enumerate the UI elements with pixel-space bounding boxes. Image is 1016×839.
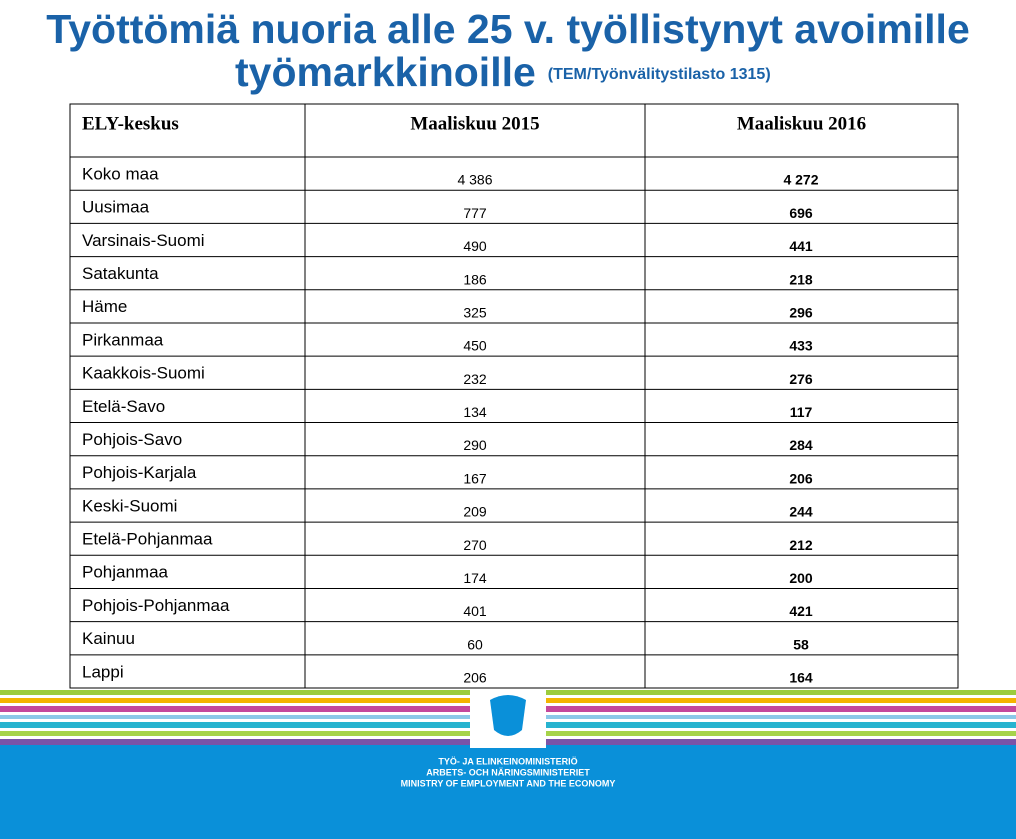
value-2015: 174 (463, 570, 487, 586)
region-name: Keski-Suomi (82, 496, 177, 515)
value-2015: 60 (467, 636, 483, 652)
value-2016: 696 (789, 205, 813, 221)
value-2016: 206 (789, 470, 813, 486)
region-name: Pohjanmaa (82, 563, 169, 582)
value-2015: 270 (463, 537, 487, 553)
value-2015: 134 (463, 404, 487, 420)
value-2015: 777 (463, 205, 487, 221)
value-2015: 186 (463, 271, 487, 287)
region-name: Koko maa (82, 164, 159, 183)
region-name: Varsinais-Suomi (82, 231, 205, 250)
title-line: Työttömiä nuoria alle 25 v. työllistynyt… (46, 6, 970, 52)
value-2016: 164 (789, 670, 813, 686)
title-line: työmarkkinoille (TEM/Työnvälitystilasto 1… (235, 49, 771, 95)
value-2016: 276 (789, 371, 813, 387)
value-2015: 401 (463, 603, 487, 619)
value-2016: 117 (790, 404, 813, 420)
region-name: Pohjois-Karjala (82, 463, 197, 482)
value-2015: 209 (463, 504, 487, 520)
region-name: Etelä-Savo (82, 397, 165, 416)
region-name: Häme (82, 297, 127, 316)
ministry-name: TYÖ- JA ELINKEINOMINISTERIÖ (438, 756, 577, 766)
source-note: (TEM/Työnvälitystilasto 1315) (548, 66, 771, 83)
value-2015: 290 (463, 437, 487, 453)
value-2015: 325 (463, 304, 487, 320)
column-header: Maaliskuu 2016 (737, 113, 866, 134)
value-2015: 232 (463, 371, 487, 387)
column-header: ELY-keskus (82, 113, 179, 134)
value-2016: 218 (789, 271, 813, 287)
value-2016: 433 (789, 338, 813, 354)
value-2015: 206 (463, 670, 487, 686)
region-name: Pirkanmaa (82, 330, 164, 349)
value-2015: 167 (463, 470, 487, 486)
region-name: Satakunta (82, 264, 159, 283)
value-2016: 200 (789, 570, 813, 586)
region-name: Kaakkois-Suomi (82, 364, 205, 383)
value-2016: 284 (789, 437, 813, 453)
region-name: Pohjois-Savo (82, 430, 182, 449)
ministry-name: MINISTRY OF EMPLOYMENT AND THE ECONOMY (401, 778, 616, 788)
region-name: Kainuu (82, 629, 135, 648)
region-name: Lappi (82, 662, 124, 681)
ministry-name: ARBETS- OCH NÄRINGSMINISTERIET (426, 767, 590, 777)
value-2015: 4 386 (457, 172, 492, 188)
region-name: Uusimaa (82, 198, 150, 217)
value-2016: 212 (789, 537, 813, 553)
region-name: Etelä-Pohjanmaa (82, 530, 213, 549)
title-line: työmarkkinoille (235, 49, 536, 95)
value-2016: 296 (789, 304, 813, 320)
column-header: Maaliskuu 2015 (410, 113, 539, 134)
footer-stripes (0, 688, 1016, 839)
value-2015: 450 (463, 338, 487, 354)
region-name: Pohjois-Pohjanmaa (82, 596, 230, 615)
table-frame (69, 103, 959, 689)
value-2016: 421 (789, 603, 813, 619)
value-2016: 441 (789, 238, 813, 254)
value-2016: 244 (789, 504, 813, 520)
value-2016: 58 (793, 636, 809, 652)
value-2015: 490 (463, 238, 487, 254)
value-2016: 4 272 (783, 172, 818, 188)
